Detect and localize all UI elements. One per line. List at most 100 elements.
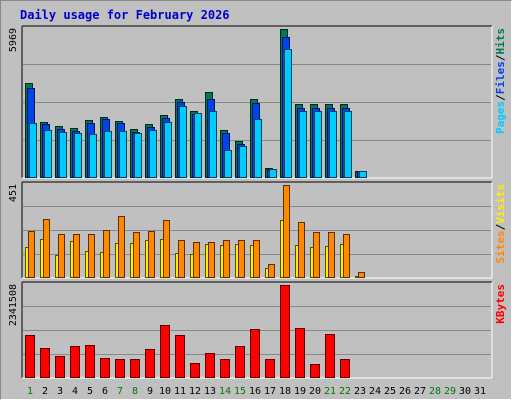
bar-pages-day-17: [269, 169, 277, 178]
panel-legend: KBytes: [494, 284, 507, 324]
bar-pages-day-11: [179, 106, 187, 178]
bar-sites-day-11: [178, 240, 185, 278]
bar-sites-day-17: [268, 264, 275, 278]
bar-sites-day-19: [298, 222, 305, 278]
bar-kbytes-day-10: [160, 325, 170, 378]
y-max-label: 5969: [8, 28, 19, 52]
bar-pages-day-20: [314, 111, 322, 178]
bar-kbytes-day-3: [55, 356, 65, 378]
bar-kbytes-day-9: [145, 349, 155, 378]
x-tick-label-day-20: 20: [309, 386, 321, 397]
bar-sites-day-9: [148, 231, 155, 278]
bar-sites-day-18: [283, 185, 290, 278]
bar-sites-day-13: [208, 242, 215, 278]
x-tick-label-day-25: 25: [384, 386, 396, 397]
x-tick-label-day-28: 28: [429, 386, 441, 397]
x-tick-label-day-5: 5: [87, 386, 93, 397]
bar-pages-day-23: [359, 171, 367, 178]
x-tick-label-day-17: 17: [264, 386, 276, 397]
bar-sites-day-15: [238, 240, 245, 278]
bar-kbytes-day-13: [205, 353, 215, 378]
bar-kbytes-day-15: [235, 346, 245, 378]
y-max-label: 451: [8, 184, 19, 202]
x-tick-label-day-1: 1: [27, 386, 33, 397]
x-tick-label-day-31: 31: [474, 386, 486, 397]
bar-kbytes-day-20: [310, 364, 320, 378]
bar-pages-day-19: [299, 111, 307, 178]
bar-pages-day-6: [104, 131, 112, 178]
bar-kbytes-day-11: [175, 335, 185, 378]
bar-kbytes-day-1: [25, 335, 35, 378]
bar-sites-day-14: [223, 240, 230, 278]
x-tick-label-day-3: 3: [57, 386, 63, 397]
x-tick-label-day-30: 30: [459, 386, 471, 397]
x-tick-label-day-19: 19: [294, 386, 306, 397]
x-tick-label-day-18: 18: [279, 386, 291, 397]
bar-pages-day-4: [74, 133, 82, 178]
x-tick-label-day-9: 9: [147, 386, 153, 397]
bar-pages-day-9: [149, 130, 157, 178]
bar-sites-day-22: [343, 234, 350, 278]
bar-sites-day-12: [193, 242, 200, 278]
legend-kbytes: KBytes: [494, 284, 507, 324]
bar-sites-day-2: [43, 219, 50, 278]
legend-separator: /: [494, 54, 507, 61]
bar-pages-day-5: [89, 134, 97, 178]
bar-kbytes-day-14: [220, 359, 230, 378]
bar-pages-day-18: [284, 49, 292, 178]
bar-pages-day-14: [224, 150, 232, 178]
bar-kbytes-day-4: [70, 346, 80, 378]
bar-sites-day-10: [163, 220, 170, 278]
x-tick-label-day-15: 15: [234, 386, 246, 397]
bar-pages-day-3: [59, 132, 67, 178]
legend-hits: Hits: [494, 28, 507, 55]
bar-pages-day-16: [254, 119, 262, 178]
bar-kbytes-day-17: [265, 359, 275, 378]
bar-pages-day-1: [29, 123, 37, 178]
bar-kbytes-day-7: [115, 359, 125, 378]
legend-pages: Pages: [494, 101, 507, 134]
bar-kbytes-day-22: [340, 359, 350, 378]
legend-sites: Sites: [494, 230, 507, 263]
bar-kbytes-day-19: [295, 328, 305, 378]
bar-kbytes-day-8: [130, 359, 140, 378]
bar-kbytes-day-2: [40, 348, 50, 378]
bar-pages-day-10: [164, 122, 172, 178]
bar-pages-day-22: [344, 111, 352, 178]
x-tick-label-day-22: 22: [339, 386, 351, 397]
legend-files: Files: [494, 61, 507, 94]
x-tick-label-day-26: 26: [399, 386, 411, 397]
bar-sites-day-20: [313, 232, 320, 278]
x-tick-label-day-12: 12: [189, 386, 201, 397]
bar-kbytes-day-16: [250, 329, 260, 378]
x-tick-label-day-13: 13: [204, 386, 216, 397]
x-tick-label-day-23: 23: [354, 386, 366, 397]
bar-pages-day-13: [209, 111, 217, 178]
bar-sites-day-23: [358, 272, 365, 278]
x-tick-label-day-29: 29: [444, 386, 456, 397]
bar-pages-day-7: [119, 131, 127, 178]
x-tick-label-day-14: 14: [219, 386, 231, 397]
x-tick-label-day-7: 7: [117, 386, 123, 397]
bar-pages-day-12: [194, 113, 202, 178]
x-tick-label-day-21: 21: [324, 386, 336, 397]
bar-kbytes-day-5: [85, 345, 95, 378]
bar-pages-day-8: [134, 133, 142, 178]
legend-separator: /: [494, 223, 507, 230]
bar-sites-day-16: [253, 240, 260, 278]
bar-kbytes-day-21: [325, 334, 335, 378]
bar-sites-day-6: [103, 230, 110, 278]
bar-sites-day-5: [88, 234, 95, 278]
bar-pages-day-2: [44, 130, 52, 178]
x-tick-label-day-2: 2: [42, 386, 48, 397]
panel-legend: Pages/Files/Hits: [494, 28, 507, 134]
bar-pages-day-15: [239, 146, 247, 178]
x-tick-label-day-11: 11: [174, 386, 186, 397]
bar-kbytes-day-18: [280, 285, 290, 378]
bar-sites-day-8: [133, 232, 140, 278]
x-tick-label-day-16: 16: [249, 386, 261, 397]
chart-title: Daily usage for February 2026: [20, 8, 230, 22]
x-tick-label-day-27: 27: [414, 386, 426, 397]
bar-sites-day-4: [73, 234, 80, 278]
